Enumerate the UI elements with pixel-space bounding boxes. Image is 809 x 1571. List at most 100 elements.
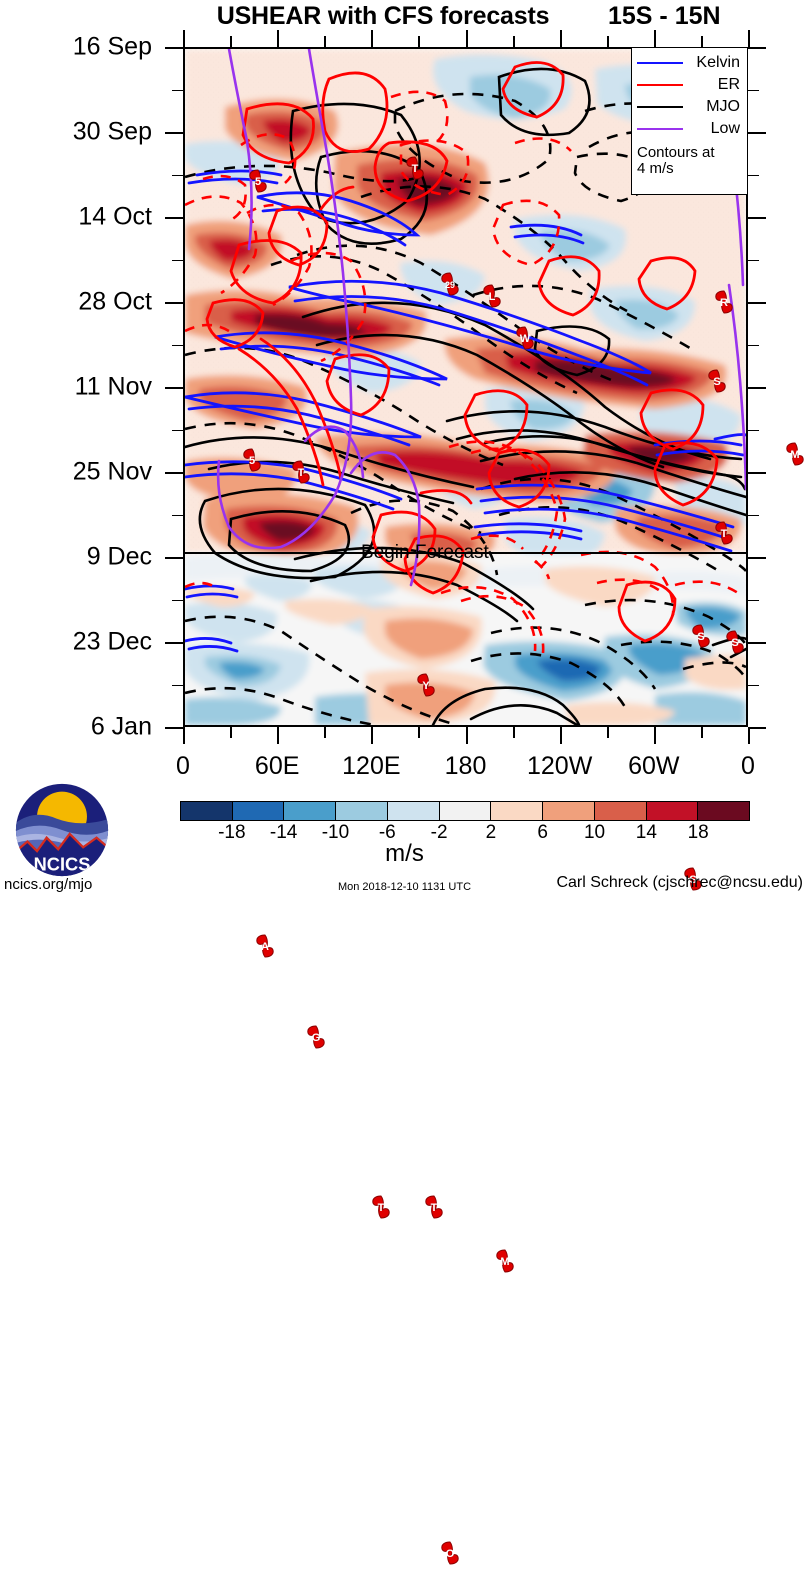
y-axis-tick (165, 47, 183, 49)
colorbar (180, 801, 750, 821)
colorbar-swatch (594, 802, 647, 820)
footer-timestamp: Mon 2018-12-10 1131 UTC (337, 881, 472, 893)
y-axis-minor-tick (748, 259, 759, 261)
legend-contour-note: Contours at 4 m/s (637, 145, 742, 177)
legend: Kelvin ER MJO Low Contours at 4 m/s (631, 47, 748, 195)
y-axis-minor-tick (172, 599, 183, 601)
x-axis-label: 60W (628, 752, 680, 780)
x-axis-tick (277, 727, 280, 744)
tropical-cyclone-symbol: G (304, 1024, 328, 1050)
y-axis-label: 14 Oct (78, 202, 152, 231)
legend-item-kelvin: Kelvin (637, 52, 742, 74)
y-axis-minor-tick (172, 259, 183, 261)
y-axis-minor-tick (748, 344, 759, 346)
colorbar-units-label: m/s (385, 840, 424, 867)
legend-note-line2: 4 m/s (637, 159, 674, 177)
svg-text:T: T (431, 1202, 438, 1214)
x-axis-minor-tick (418, 36, 421, 47)
legend-note-line1: Contours at (637, 144, 715, 161)
y-axis-tick (165, 302, 183, 304)
legend-label-kelvin: Kelvin (696, 54, 740, 71)
y-axis-label: 30 Sep (72, 117, 152, 146)
begin-forecast-line (183, 552, 748, 554)
svg-text:T: T (377, 1202, 384, 1214)
y-axis-minor-tick (748, 174, 759, 176)
x-axis-tick (559, 727, 562, 744)
colorbar-swatch (336, 802, 388, 820)
colorbar-swatch (284, 802, 337, 820)
x-axis-tick (559, 30, 562, 47)
x-axis-tick (653, 30, 656, 47)
tropical-cyclone-symbol: M (493, 1248, 517, 1274)
svg-text:M: M (790, 449, 799, 461)
y-axis-tick (165, 727, 183, 729)
y-axis-tick (748, 642, 766, 644)
y-axis-tick (165, 217, 183, 219)
x-axis-minor-tick (606, 727, 609, 738)
y-axis-tick (748, 217, 766, 219)
mjo-line-swatch (637, 106, 683, 108)
y-axis-tick (165, 557, 183, 559)
svg-text:NCICS: NCICS (34, 853, 91, 874)
tropical-cyclone-symbol: T (422, 1194, 446, 1220)
y-axis-minor-tick (748, 514, 759, 516)
y-axis-tick (165, 387, 183, 389)
colorbar-swatch (698, 802, 750, 820)
tropical-cyclone-symbol: O (438, 1540, 462, 1566)
y-axis-minor-tick (172, 344, 183, 346)
legend-label-mjo: MJO (706, 98, 740, 115)
y-axis-label: 6 Jan (90, 712, 152, 741)
latitude-band-label: 15S - 15N (608, 2, 721, 30)
y-axis-label: 16 Sep (72, 32, 152, 61)
x-axis-label: 0 (741, 752, 755, 780)
tropical-cyclone-symbol: A (253, 933, 277, 959)
x-axis-minor-tick (700, 727, 703, 738)
x-axis-label: 120E (342, 752, 401, 780)
colorbar-tick-label: -18 (218, 822, 246, 843)
y-axis-minor-tick (172, 684, 183, 686)
colorbar-swatch (181, 802, 233, 820)
colorbar-swatch (387, 802, 440, 820)
y-axis-minor-tick (172, 514, 183, 516)
y-axis-minor-tick (748, 429, 759, 431)
legend-item-er: ER (637, 74, 742, 96)
x-axis-minor-tick (512, 36, 515, 47)
colorbar-swatch (232, 802, 285, 820)
x-axis-label: 0 (176, 752, 190, 780)
x-axis-tick (465, 727, 468, 744)
svg-text:O: O (446, 1548, 455, 1560)
colorbar-tick-label: 10 (583, 822, 606, 843)
begin-forecast-label: Begin Forecast (361, 542, 489, 563)
y-axis-tick (748, 557, 766, 559)
y-axis-tick (165, 472, 183, 474)
svg-text:A: A (261, 941, 269, 953)
x-axis-tick (748, 727, 750, 744)
tropical-cyclone-symbol: M (783, 441, 807, 467)
colorbar-swatch (439, 802, 492, 820)
x-axis-tick (465, 30, 468, 47)
colorbar-tick-label: 2 (485, 822, 497, 843)
x-axis-minor-tick (230, 727, 233, 738)
er-line-swatch (637, 84, 683, 86)
svg-text:M: M (500, 1256, 509, 1268)
x-axis-tick (277, 30, 280, 47)
y-axis-tick (748, 302, 766, 304)
colorbar-tick-label: 18 (687, 822, 709, 843)
colorbar-tick-label: -10 (321, 822, 350, 843)
hovmoller-figure: USHEAR with CFS forecasts 15S - 15N (4, 2, 807, 1565)
footer-site-link[interactable]: ncics.org/mjo (4, 876, 93, 893)
colorbar-tick-label: -6 (378, 822, 396, 843)
colorbar-tick-label: -14 (269, 822, 298, 843)
y-axis-minor-tick (748, 684, 759, 686)
colorbar-tick-label: 14 (635, 822, 657, 843)
legend-label-low: Low (710, 120, 740, 137)
ncics-logo: NCICS (15, 783, 109, 877)
y-axis-tick (748, 132, 766, 134)
x-axis-minor-tick (418, 727, 421, 738)
y-axis-tick (748, 387, 766, 389)
x-axis-minor-tick (700, 36, 703, 47)
x-axis-minor-tick (512, 727, 515, 738)
x-axis-minor-tick (230, 36, 233, 47)
colorbar-swatch (543, 802, 595, 820)
y-axis-tick (748, 47, 766, 49)
